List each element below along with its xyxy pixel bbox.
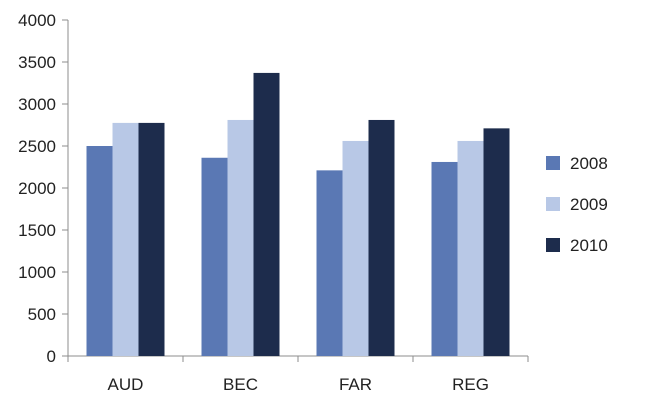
legend-swatch-2009 [546, 197, 560, 211]
bar-2010-AUD [138, 122, 165, 357]
bar-2010-FAR [368, 119, 395, 357]
y-tick-label: 1500 [18, 221, 56, 240]
bar-2008-FAR [316, 170, 343, 356]
bar-2009-AUD [112, 122, 139, 357]
legend-swatch-2008 [546, 156, 560, 170]
x-category-label: REG [452, 375, 489, 394]
y-tick-label: 3500 [18, 53, 56, 72]
legend: 2008 2009 2010 [546, 154, 608, 255]
bar-2008-REG [431, 161, 458, 356]
legend-label-2009: 2009 [570, 195, 608, 214]
x-category-label: FAR [339, 375, 372, 394]
bar-2010-BEC [253, 72, 280, 357]
y-tick-label: 0 [47, 347, 56, 366]
x-category-label: BEC [223, 375, 258, 394]
bars [86, 72, 510, 357]
legend-swatch-2010 [546, 238, 560, 252]
legend-label-2008: 2008 [570, 154, 608, 173]
y-axis: 0 500 1000 1500 2000 2500 3000 3500 4000 [18, 11, 69, 366]
y-tick-label: 2000 [18, 179, 56, 198]
legend-label-2010: 2010 [570, 236, 608, 255]
y-tick-label: 4000 [18, 11, 56, 30]
bar-2009-REG [457, 140, 484, 356]
x-category-label: AUD [108, 375, 144, 394]
bar-2010-REG [483, 128, 510, 356]
y-tick-label: 2500 [18, 137, 56, 156]
bar-2008-AUD [86, 146, 113, 356]
bar-2008-BEC [201, 157, 228, 356]
x-axis: AUD BEC FAR REG [67, 355, 529, 394]
bar-2009-BEC [227, 119, 254, 357]
y-tick-label: 500 [28, 305, 56, 324]
y-tick-label: 1000 [18, 263, 56, 282]
y-tick-label: 3000 [18, 95, 56, 114]
bar-2009-FAR [342, 140, 369, 356]
